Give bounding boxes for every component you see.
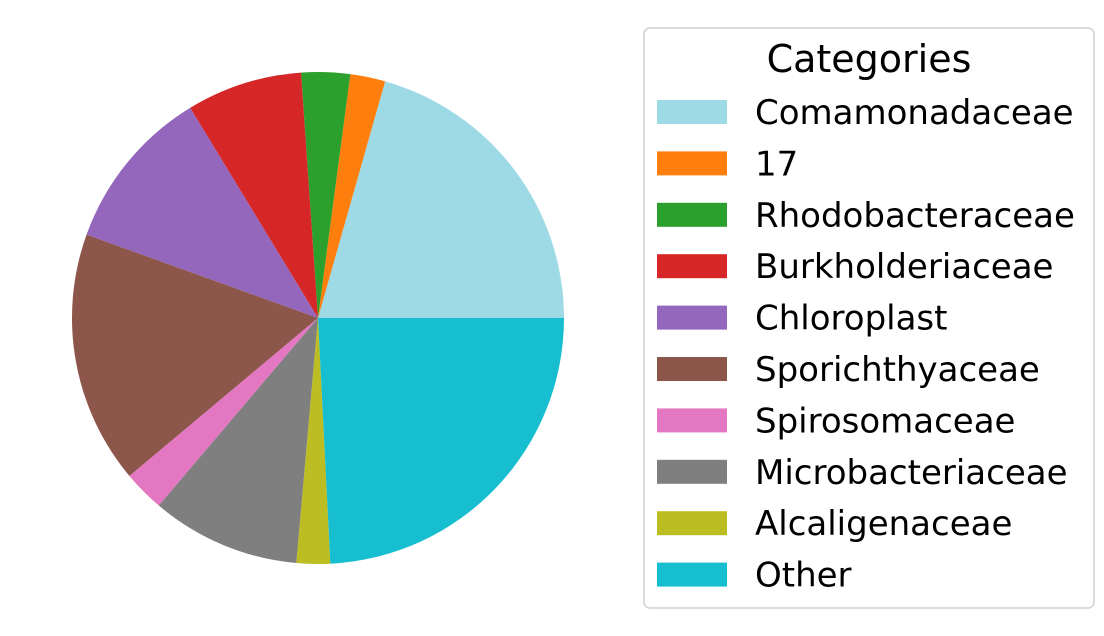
- legend-label: Chloroplast: [755, 299, 947, 339]
- pie-slice-rhodobacteraceae: [301, 72, 351, 318]
- legend-swatch: [657, 511, 727, 536]
- pie-slice-spirosomaceae: [129, 318, 318, 506]
- pie-slices: [71, 72, 564, 565]
- legend-swatch: [657, 151, 727, 176]
- legend-label: Sporichthyaceae: [755, 350, 1040, 390]
- legend-swatch: [657, 459, 727, 484]
- pie-slice-other: [318, 318, 564, 564]
- legend-swatch: [657, 305, 727, 330]
- pie-slice-microbacteriaceae: [158, 318, 318, 564]
- pie-slice-sporichthyaceae: [71, 234, 319, 476]
- legend-frame: [643, 27, 1095, 609]
- legend-label: Alcaligenaceae: [755, 504, 1012, 544]
- legend-label: Comamonadaceae: [755, 93, 1074, 133]
- legend-swatch: [657, 254, 727, 279]
- legend-swatch: [657, 202, 727, 227]
- legend-swatch: [657, 357, 727, 381]
- pie-slice-chloroplast: [86, 107, 318, 318]
- legend-items: Comamonadaceae 17 Rhodobacteraceae Burkhold…: [657, 93, 1075, 596]
- legend-swatch: [657, 562, 727, 587]
- legend-title: Categories: [767, 37, 972, 81]
- legend-label: Microbacteriaceae: [755, 453, 1068, 493]
- legend-label: Burkholderiaceae: [755, 247, 1053, 287]
- pie-slice-comamonadaceae: [318, 81, 564, 318]
- legend-label: 17: [755, 144, 798, 184]
- legend-label: Rhodobacteraceae: [755, 196, 1075, 236]
- pie-slice-17: [318, 74, 386, 318]
- legend-swatch: [657, 100, 727, 124]
- pie-slice-alcaligenaceae: [296, 318, 331, 565]
- legend-label: Other: [755, 556, 852, 596]
- legend-label: Spirosomaceae: [755, 401, 1015, 441]
- legend: Categories Comamonadaceae 17 Rhodobacterac…: [643, 27, 1095, 609]
- pie-slice-burkholderiaceae: [190, 72, 318, 318]
- legend-swatch: [657, 408, 727, 433]
